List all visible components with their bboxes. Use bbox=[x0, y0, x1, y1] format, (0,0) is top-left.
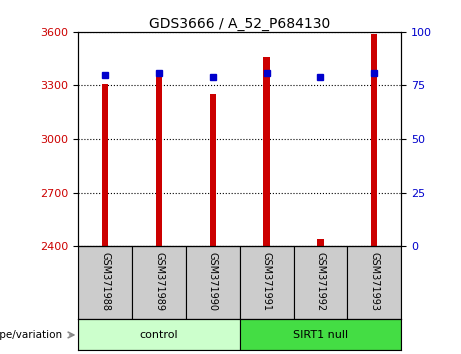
Bar bbox=[347, 246, 401, 319]
Bar bbox=[102, 84, 108, 246]
Bar bbox=[210, 95, 216, 246]
Bar bbox=[132, 246, 186, 319]
Text: genotype/variation: genotype/variation bbox=[0, 330, 62, 340]
Text: GSM371990: GSM371990 bbox=[208, 252, 218, 311]
Bar bbox=[263, 57, 270, 246]
Bar bbox=[156, 71, 162, 246]
Text: control: control bbox=[140, 330, 178, 340]
Text: GSM371989: GSM371989 bbox=[154, 252, 164, 311]
Text: GSM371993: GSM371993 bbox=[369, 252, 379, 311]
Bar bbox=[371, 34, 378, 246]
Bar bbox=[294, 246, 347, 319]
Bar bbox=[78, 246, 132, 319]
Bar bbox=[240, 246, 294, 319]
Text: GSM371988: GSM371988 bbox=[100, 252, 110, 311]
Bar bbox=[240, 319, 401, 350]
Text: GSM371991: GSM371991 bbox=[261, 252, 272, 311]
Bar bbox=[317, 239, 324, 246]
Text: SIRT1 null: SIRT1 null bbox=[293, 330, 348, 340]
Bar bbox=[186, 246, 240, 319]
Bar bbox=[78, 319, 240, 350]
Title: GDS3666 / A_52_P684130: GDS3666 / A_52_P684130 bbox=[149, 17, 331, 31]
Text: GSM371992: GSM371992 bbox=[315, 252, 325, 311]
